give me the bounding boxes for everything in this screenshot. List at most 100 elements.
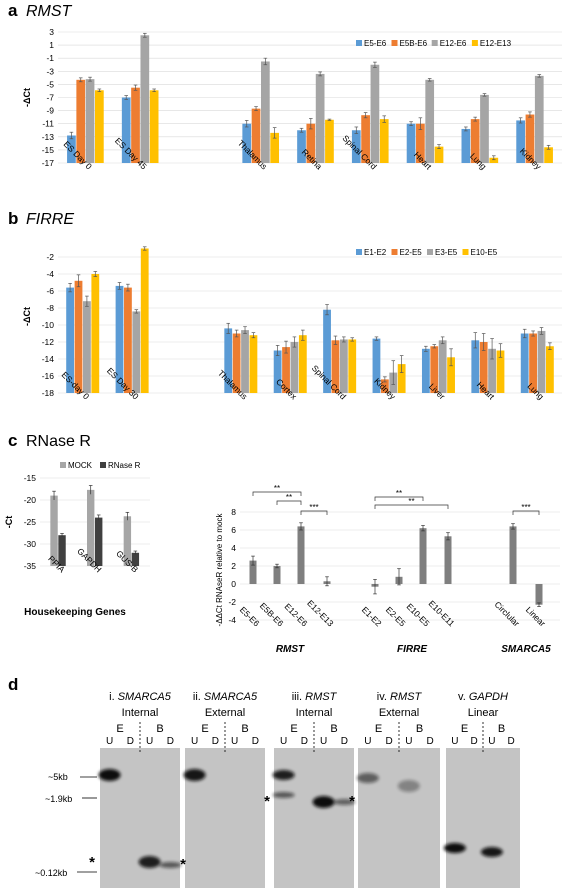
y-tick-label: -15 — [24, 473, 37, 483]
legend-label: E2-E5 — [400, 248, 423, 257]
x-tick-label: E12-E13 — [305, 598, 336, 629]
bar — [290, 342, 299, 393]
bar — [496, 350, 505, 393]
bar — [140, 248, 149, 393]
bar — [397, 364, 406, 393]
significance-bracket — [512, 510, 540, 515]
bar — [325, 119, 334, 163]
y-tick-label: 3 — [49, 27, 54, 37]
blot-band — [443, 843, 466, 853]
y-tick-label: 6 — [231, 525, 236, 535]
lane-label: D — [301, 736, 308, 747]
bar — [121, 97, 131, 163]
lane-label: U — [146, 736, 153, 747]
lane-label: D — [471, 736, 478, 747]
bar — [380, 379, 389, 393]
x-tick-label: E2-E5 — [384, 605, 408, 629]
blot-band — [159, 862, 182, 868]
blot-title-gene: SMARCA5 — [204, 691, 258, 703]
bar — [297, 130, 306, 163]
y-tick-label: 8 — [231, 507, 236, 517]
significance-bracket — [374, 496, 424, 501]
bar — [479, 342, 488, 393]
legend-swatch — [356, 249, 362, 255]
bar — [379, 119, 389, 163]
significance-bracket — [300, 510, 328, 515]
y-tick-label: -4 — [228, 615, 236, 625]
blot-band — [312, 796, 335, 808]
lane-group-label: E — [375, 723, 382, 735]
bar — [306, 123, 316, 163]
bar — [348, 339, 357, 393]
bar — [438, 340, 447, 393]
bar — [323, 309, 331, 393]
legend-label: E12-E6 — [440, 39, 467, 48]
x-tick-label: Circlular — [493, 599, 522, 628]
y-tick-label: -2 — [228, 597, 236, 607]
bar — [242, 123, 252, 163]
significance-bracket — [276, 500, 302, 505]
significance-label: ** — [396, 489, 402, 498]
bar — [534, 75, 544, 163]
bar — [140, 35, 150, 163]
asterisk-marker: * — [349, 793, 355, 810]
bar — [529, 333, 537, 393]
bar — [282, 347, 290, 393]
panel-b-letter: b — [8, 209, 18, 228]
bar — [535, 584, 543, 605]
asterisk-marker: * — [180, 856, 186, 873]
lane-group-label: E — [201, 723, 208, 735]
y-tick-label: 0 — [231, 579, 236, 589]
lane-group-label: E — [116, 723, 123, 735]
y-tick-label: -15 — [42, 145, 55, 155]
y-tick-label: -13 — [42, 132, 55, 142]
bar — [251, 108, 261, 163]
blot-title: iii. RMST — [292, 691, 338, 703]
bar — [123, 516, 132, 566]
bar — [241, 330, 249, 393]
bar — [95, 517, 103, 566]
blot-band — [98, 769, 121, 781]
bar — [273, 350, 282, 393]
y-tick-label: -12 — [42, 337, 55, 347]
blot-title: iv. RMST — [377, 691, 423, 703]
bar — [461, 128, 471, 163]
y-tick-label: -10 — [42, 320, 55, 330]
lane-group-label: B — [498, 723, 505, 735]
bar — [273, 566, 281, 584]
y-tick-label: -14 — [42, 354, 55, 364]
significance-label: *** — [521, 503, 530, 512]
bar — [249, 560, 257, 584]
x-tick-label: E1-E2 — [360, 605, 384, 629]
bar — [87, 489, 95, 566]
group-label: SMARCA5 — [501, 644, 551, 655]
blot-title-gene: RMST — [305, 691, 337, 703]
bar — [131, 552, 140, 566]
blot-subtitle: External — [379, 707, 419, 719]
blot-band — [183, 769, 206, 781]
bar — [76, 79, 86, 163]
asterisk-marker: * — [89, 854, 95, 871]
bar — [471, 340, 480, 393]
lane-label: D — [386, 736, 393, 747]
blot-membrane — [358, 748, 440, 888]
bar — [85, 79, 95, 163]
y-tick-label: -35 — [24, 561, 37, 571]
bar — [447, 357, 455, 393]
lane-label: D — [167, 736, 174, 747]
legend-label: RNase R — [108, 461, 141, 470]
significance-label: *** — [309, 503, 318, 512]
blot-membrane — [185, 748, 265, 888]
bar — [488, 348, 496, 393]
bar — [516, 120, 525, 163]
bar — [131, 87, 140, 163]
legend-swatch — [356, 40, 362, 46]
significance-label: ** — [274, 484, 280, 493]
lane-label: U — [231, 736, 238, 747]
y-tick-label: -5 — [46, 79, 54, 89]
x-axis-label: Housekeeping Genes — [24, 607, 126, 618]
